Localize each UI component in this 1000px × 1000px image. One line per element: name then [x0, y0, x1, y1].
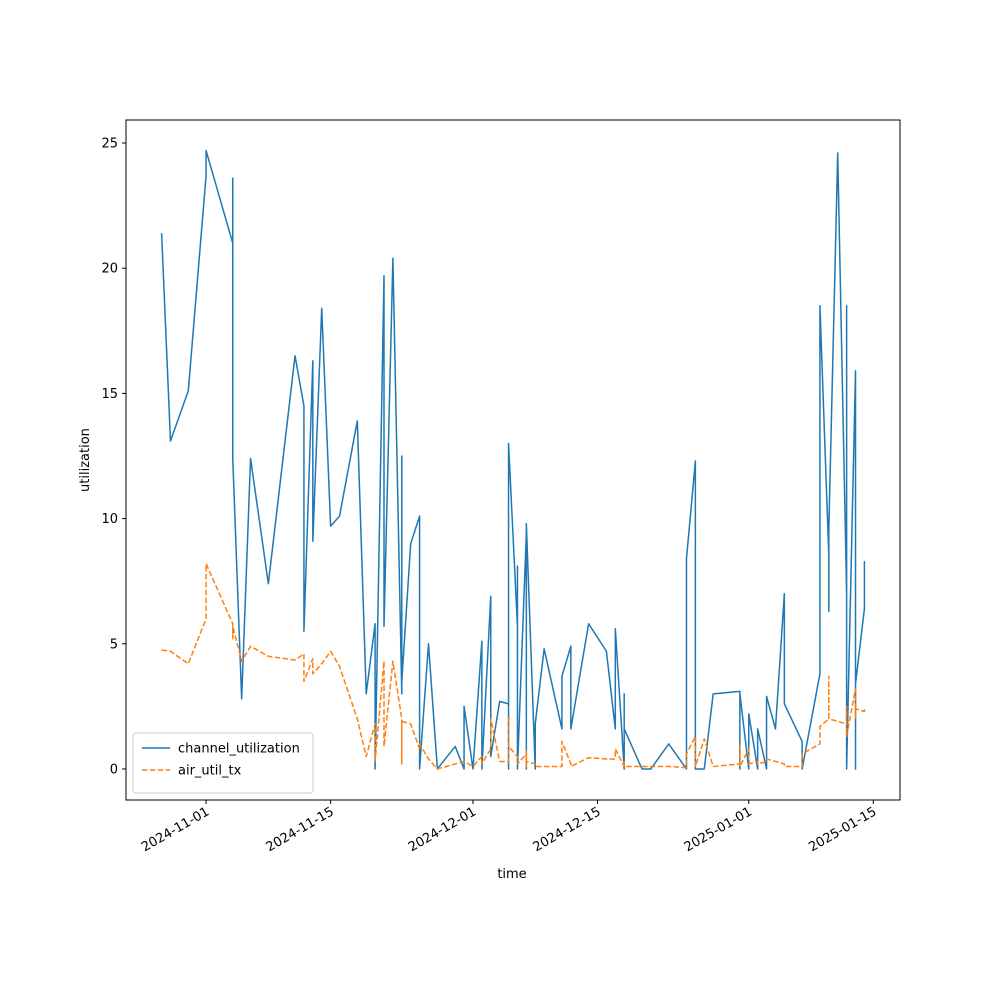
x-axis-label: time — [497, 867, 526, 882]
y-tick-label: 20 — [101, 262, 118, 277]
x-tick-label: 2024-12-15 — [531, 804, 604, 855]
y-tick-label: 0 — [110, 762, 118, 777]
y-tick-label: 10 — [101, 512, 118, 527]
series-line — [161, 562, 866, 770]
legend-label: channel_utilization — [178, 742, 300, 757]
y-tick-label: 5 — [110, 637, 118, 652]
series-line — [160, 149, 866, 770]
x-tick-label: 2025-01-01 — [682, 804, 755, 855]
legend-box — [132, 732, 314, 794]
x-tick-label: 2025-01-15 — [806, 804, 879, 855]
plot-frame — [125, 119, 901, 801]
legend-label: air_util_tx — [178, 764, 242, 779]
x-tick-label: 2024-11-15 — [264, 804, 337, 855]
y-axis-label: utilization — [78, 428, 93, 492]
x-tick-label: 2024-12-01 — [406, 804, 479, 855]
y-tick-label: 15 — [101, 387, 118, 402]
x-tick-label: 2024-11-01 — [139, 804, 212, 855]
y-tick-label: 25 — [101, 137, 118, 152]
